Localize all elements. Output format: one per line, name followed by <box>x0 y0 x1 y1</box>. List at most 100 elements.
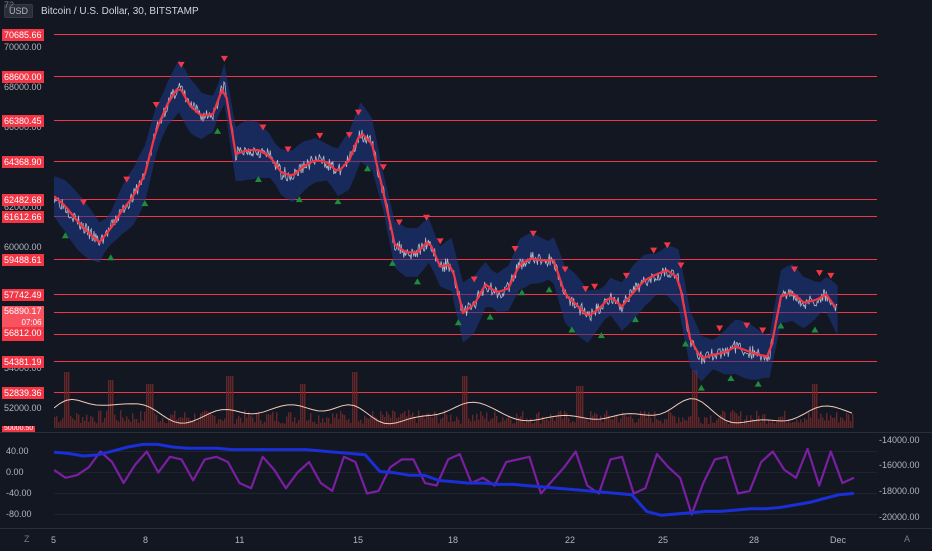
volume-bar <box>834 417 836 428</box>
volume-bar <box>576 386 578 428</box>
volume-bar <box>220 418 222 428</box>
volume-bar <box>58 422 60 428</box>
volume-bar <box>708 423 710 428</box>
volume-bar <box>512 423 514 428</box>
volume-bar <box>344 415 346 428</box>
volume-bar <box>54 417 56 428</box>
volume-bar <box>436 413 438 428</box>
volume-bar <box>348 418 350 428</box>
volume-bar <box>762 414 764 428</box>
volume-bar <box>296 423 298 428</box>
volume-bar <box>468 418 470 428</box>
volume-bar <box>754 419 756 428</box>
volume-bar <box>684 419 686 428</box>
volume-bar <box>424 418 426 428</box>
left-price-axis[interactable]: 72 70000.00 68000.00 66000.00 62000.00 60000… <box>0 0 54 528</box>
volume-bar <box>132 413 134 428</box>
volume-bar <box>552 417 554 428</box>
volume-bar <box>434 411 436 428</box>
volume-bar <box>190 420 192 428</box>
volume-bar <box>120 410 122 428</box>
chart-legend: USD Bitcoin / U.S. Dollar, 30, BITSTAMP <box>4 4 199 18</box>
sell-signal-arrow <box>511 246 519 253</box>
buy-signal-arrow <box>61 232 69 239</box>
volume-bar <box>598 420 600 428</box>
volume-bar <box>574 422 576 428</box>
volume-bar <box>712 422 714 428</box>
price-chart[interactable] <box>54 0 877 432</box>
sell-signal-arrow <box>650 247 658 254</box>
clipped-bottom-label: 50000.50 <box>2 426 36 432</box>
volume-bar <box>426 413 428 428</box>
volume-bar <box>80 422 82 428</box>
volume-bar <box>126 416 128 428</box>
volume-bar <box>622 412 624 428</box>
volume-bar <box>484 418 486 428</box>
volume-bar <box>410 415 412 428</box>
currency-button[interactable]: USD <box>4 4 34 18</box>
volume-bar <box>364 415 366 428</box>
oscillator-right-tick: -20000.00 <box>879 511 920 522</box>
volume-bar <box>592 415 594 428</box>
volume-bar <box>614 416 616 428</box>
volume-bar <box>636 422 638 428</box>
volume-bar <box>208 411 210 428</box>
volume-bar <box>382 414 384 428</box>
volume-bar <box>578 386 580 428</box>
volume-bar <box>508 416 510 428</box>
sell-signal-arrow <box>345 132 353 139</box>
oscillator-chart[interactable] <box>54 433 877 528</box>
right-price-axis[interactable]: -14000.00 -16000.00 -18000.00 -20000.00 <box>877 0 932 528</box>
volume-bar <box>240 417 242 428</box>
oscillator-right-tick: -18000.00 <box>879 486 920 497</box>
volume-bar <box>278 421 280 428</box>
volume-bar <box>346 420 348 428</box>
volume-bar <box>62 417 64 428</box>
volume-bar <box>234 423 236 428</box>
level-label: 70685.66 <box>2 28 44 41</box>
volume-bar <box>324 422 326 428</box>
volume-bar <box>454 421 456 428</box>
volume-bar <box>418 410 420 428</box>
volume-bar <box>140 411 142 428</box>
timezone-button[interactable]: Z <box>24 534 30 544</box>
volume-bar <box>814 384 816 428</box>
volume-bar <box>530 418 532 428</box>
volume-bar <box>612 419 614 428</box>
volume-bar <box>828 420 830 428</box>
volume-bar <box>350 422 352 428</box>
volume-bar <box>170 414 172 428</box>
time-axis[interactable]: Z 5 8 11 15 18 22 25 28 Dec A <box>0 528 932 551</box>
volume-bar <box>816 384 818 428</box>
volume-bar <box>626 416 628 428</box>
main-chart-pane[interactable] <box>54 0 877 432</box>
bollinger-band <box>54 59 838 382</box>
volume-bar <box>56 416 58 428</box>
price-tick: 60000.00 <box>4 242 42 253</box>
volume-bar <box>458 419 460 428</box>
volume-bar <box>176 419 178 428</box>
volume-bar <box>384 417 386 428</box>
volume-bar <box>536 413 538 428</box>
volume-bar <box>478 419 480 428</box>
volume-bar <box>624 413 626 428</box>
pane-divider[interactable] <box>0 432 932 433</box>
volume-bar <box>726 421 728 428</box>
buy-signal-arrow <box>568 326 576 333</box>
volume-bar <box>460 423 462 428</box>
volume-bar <box>736 413 738 428</box>
buy-signal-arrow <box>727 375 735 382</box>
volume-bar <box>582 386 584 428</box>
volume-bar <box>838 422 840 428</box>
oscillator-pane[interactable] <box>54 433 877 528</box>
volume-bar <box>156 414 158 428</box>
volume-bar <box>414 417 416 428</box>
auto-scale-button[interactable]: A <box>903 534 910 544</box>
volume-bar <box>94 421 96 428</box>
volume-bar <box>356 372 358 428</box>
volume-bar <box>334 417 336 428</box>
volume-bar <box>180 417 182 428</box>
volume-bar <box>242 422 244 428</box>
buy-signal-arrow <box>254 176 262 183</box>
volume-bar <box>800 419 802 428</box>
